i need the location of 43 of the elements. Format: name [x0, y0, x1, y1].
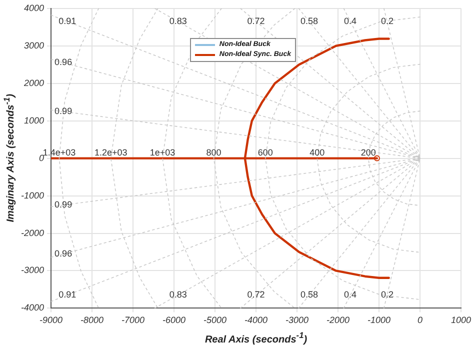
y-tick-label: 0 — [39, 152, 44, 163]
y-tick-label: 1000 — [24, 115, 44, 126]
x-tick-label: -3000 — [285, 315, 309, 326]
x-tick-label: 0 — [417, 315, 422, 326]
y-tick-label: -4000 — [20, 302, 44, 313]
annotation: 0.96 — [54, 57, 72, 68]
annotation: 0.72 — [247, 16, 265, 26]
x-axis-title: Real Axis (seconds$^{-1}$) — [204, 330, 308, 346]
annotation: 0.91 — [58, 290, 76, 300]
annotation: 0.58 — [300, 16, 318, 26]
x-tick-label: -5000 — [203, 315, 227, 326]
x-tick-label: -6000 — [162, 315, 186, 326]
annotation: 0.99 — [54, 200, 72, 210]
y-tick-label: -3000 — [20, 265, 44, 276]
annotation: 0.2 — [380, 16, 394, 26]
annotation: 200 — [360, 147, 376, 158]
annotation: 0.4 — [344, 290, 357, 300]
annotation: 0.91 — [58, 16, 76, 26]
annotation: 800 — [206, 147, 222, 158]
annotation: 0.2 — [380, 290, 394, 300]
y-tick-label: 3000 — [24, 40, 44, 50]
x-tick-label: -4000 — [244, 315, 268, 326]
x-tick-label: -2000 — [326, 315, 350, 326]
x-tick-label: -9000 — [40, 315, 63, 326]
annotation: 0.83 — [169, 16, 187, 26]
annotation: 0.83 — [169, 290, 187, 300]
annotation: 1e+03 — [150, 147, 176, 158]
y-tick-label: 4000 — [24, 2, 44, 13]
annotation: 1.2e+03 — [94, 147, 128, 158]
x-tick-label: -8000 — [80, 315, 104, 326]
x-tick-label: -1000 — [367, 315, 391, 326]
y-tick-label: 2000 — [22, 78, 44, 88]
y-tick-label: -1000 — [20, 190, 44, 200]
annotation: 0.58 — [300, 290, 318, 300]
annotation: 600 — [258, 147, 273, 158]
annotation: 0.4 — [344, 16, 357, 26]
annotation: 400 — [310, 147, 325, 158]
annotation: 0.72 — [247, 290, 265, 300]
annotation: 0.96 — [54, 248, 72, 258]
annotation: 0.99 — [54, 106, 72, 116]
x-tick-label: 1000 — [450, 315, 472, 326]
y-tick-label: -2000 — [20, 228, 44, 238]
x-tick-label: -7000 — [121, 315, 145, 326]
